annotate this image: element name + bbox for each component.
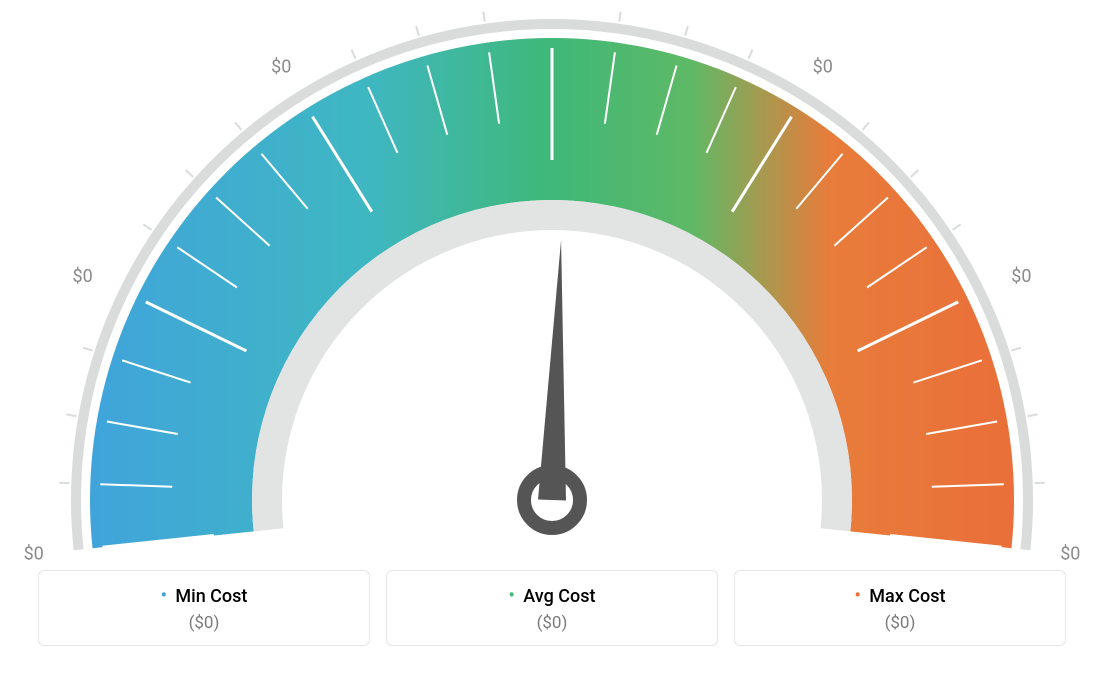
legend-avg-dot: •	[509, 585, 515, 606]
gauge-outer-minor-tick	[1011, 348, 1021, 351]
gauge-chart: $0$0$0$0$0$0$0	[0, 0, 1104, 560]
gauge-tick-label: $0	[1060, 543, 1080, 560]
legend-min-title: • Min Cost	[49, 585, 359, 607]
gauge-outer-minor-tick	[235, 122, 241, 130]
legend-card-max: • Max Cost ($0)	[734, 570, 1066, 646]
gauge-outer-minor-tick	[862, 122, 868, 130]
legend-max-label: Max Cost	[869, 586, 945, 607]
legend-max-value: ($0)	[745, 613, 1055, 633]
legend-row: • Min Cost ($0) • Avg Cost ($0) • Max Co…	[0, 560, 1104, 646]
legend-avg-title: • Avg Cost	[397, 585, 707, 607]
legend-card-avg: • Avg Cost ($0)	[386, 570, 718, 646]
gauge-outer-minor-tick	[83, 348, 93, 351]
legend-min-label: Min Cost	[175, 586, 247, 607]
gauge-tick-label: $0	[1011, 266, 1031, 287]
gauge-needle	[538, 240, 566, 500]
legend-card-min: • Min Cost ($0)	[38, 570, 370, 646]
gauge-outer-minor-tick	[143, 224, 151, 230]
legend-avg-label: Avg Cost	[523, 586, 595, 607]
gauge-tick-label: $0	[271, 57, 291, 78]
gauge-outer-minor-tick	[748, 50, 752, 59]
gauge-outer-minor-tick	[483, 12, 484, 22]
legend-max-title: • Max Cost	[745, 585, 1055, 607]
gauge-outer-minor-tick	[351, 50, 355, 59]
legend-avg-value: ($0)	[397, 613, 707, 633]
gauge-tick-label: $0	[813, 57, 833, 78]
gauge-svg: $0$0$0$0$0$0$0	[0, 0, 1104, 560]
legend-min-value: ($0)	[49, 613, 359, 633]
gauge-outer-minor-tick	[1028, 414, 1038, 416]
gauge-outer-minor-tick	[911, 170, 918, 177]
gauge-outer-minor-tick	[952, 224, 960, 230]
gauge-outer-minor-tick	[619, 12, 620, 22]
gauge-outer-minor-tick	[416, 26, 419, 36]
legend-max-dot: •	[855, 585, 861, 606]
gauge-outer-minor-tick	[66, 414, 76, 416]
gauge-outer-minor-tick	[186, 170, 193, 177]
gauge-tick-label: $0	[24, 543, 44, 560]
gauge-tick-label: $0	[72, 266, 92, 287]
legend-min-dot: •	[161, 585, 167, 606]
gauge-outer-minor-tick	[685, 26, 688, 36]
